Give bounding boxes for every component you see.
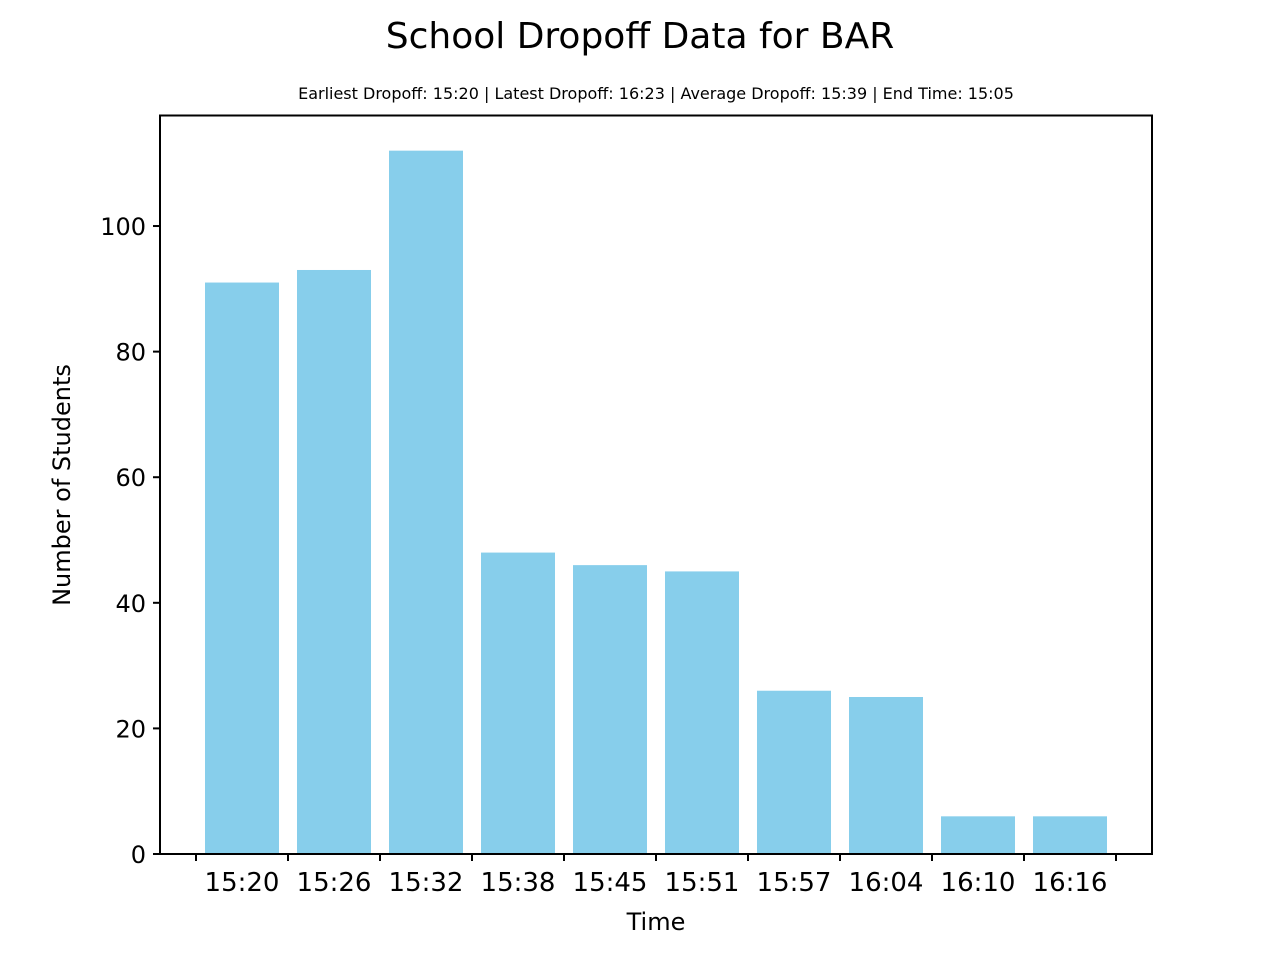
x-axis-ticks: 15:20 15:26 15:32 15:38 15:45 15:51 15:57 16:04… xyxy=(195,854,1117,898)
y-tick-label: 40 xyxy=(115,590,146,618)
bar-1616 xyxy=(1033,816,1107,854)
x-tick-label: 15:20 xyxy=(205,868,280,898)
bar-1610 xyxy=(941,816,1015,854)
y-tick-label: 60 xyxy=(115,464,146,492)
bars-group xyxy=(205,150,1107,855)
bar-1532 xyxy=(389,150,463,854)
bar-1545 xyxy=(573,565,647,854)
bar-1526 xyxy=(297,269,371,854)
bar-1557 xyxy=(757,690,831,854)
x-tick-label: 15:26 xyxy=(297,868,372,898)
chart-title: School Dropoff Data for BAR xyxy=(386,16,895,57)
bar-1520 xyxy=(205,282,279,855)
y-tick-label: 0 xyxy=(131,841,146,869)
bar-1551 xyxy=(665,571,739,854)
y-tick-label: 100 xyxy=(100,213,146,241)
x-tick-label: 16:16 xyxy=(1033,868,1108,898)
bar-1604 xyxy=(849,697,923,854)
x-tick-label: 16:10 xyxy=(941,868,1016,898)
chart-subtitle: Earliest Dropoff: 15:20 | Latest Dropoff… xyxy=(298,84,1014,103)
x-tick-label: 15:38 xyxy=(481,868,556,898)
x-tick-label: 15:45 xyxy=(573,868,648,898)
x-axis-label: Time xyxy=(626,908,686,936)
x-tick-label: 15:51 xyxy=(665,868,740,898)
bar-1538 xyxy=(481,552,555,854)
y-tick-label: 80 xyxy=(115,339,146,367)
x-tick-label: 16:04 xyxy=(849,868,924,898)
y-tick-label: 20 xyxy=(115,715,146,743)
y-axis-label: Number of Students xyxy=(48,364,76,606)
y-axis-ticks: 0 20 40 60 80 100 xyxy=(100,213,160,869)
x-tick-label: 15:57 xyxy=(757,868,832,898)
x-tick-label: 15:32 xyxy=(389,868,464,898)
plot-frame xyxy=(159,114,1153,855)
